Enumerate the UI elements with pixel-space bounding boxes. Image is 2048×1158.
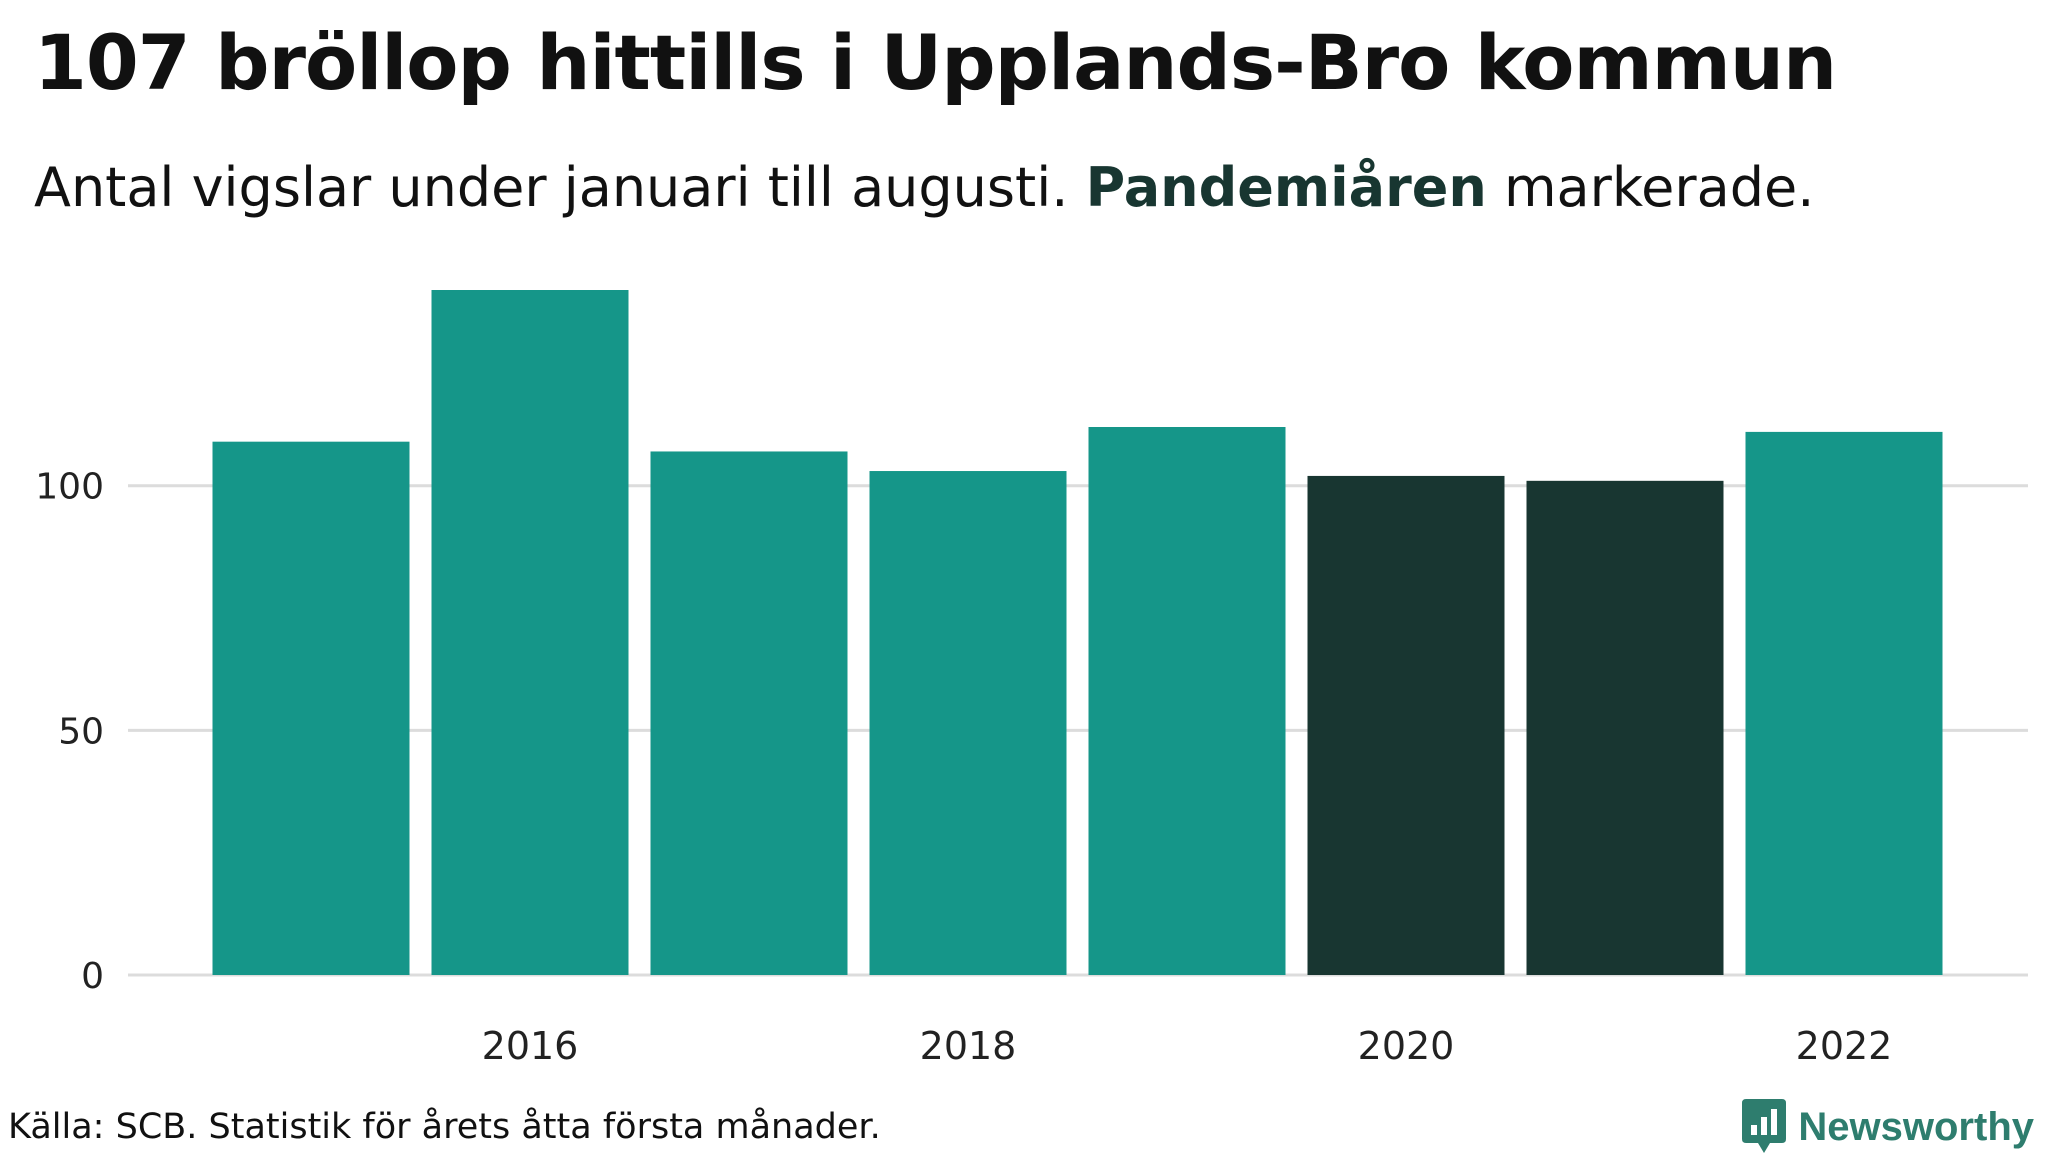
- bar-2021: [1526, 480, 1724, 975]
- y-tick-label-0: 0: [81, 956, 104, 997]
- source-note: Källa: SCB. Statistik för årets åtta för…: [8, 1107, 881, 1147]
- grid-lines: [128, 484, 2028, 977]
- bar-2019: [1088, 427, 1286, 975]
- newsworthy-logo: Newsworthy: [1742, 1096, 2034, 1158]
- bar-2017: [650, 451, 848, 975]
- bar-2016: [431, 290, 629, 975]
- y-axis-ticks: 0 50 100: [35, 467, 104, 997]
- bar-chart-icon: [1742, 1099, 1787, 1153]
- x-tick-label-2022: 2022: [1796, 1024, 1893, 1068]
- x-tick-label-2016: 2016: [482, 1024, 579, 1068]
- chart-title: 107 bröllop hittills i Upplands-Bro komm…: [34, 18, 1837, 107]
- bar-2022: [1745, 431, 1943, 976]
- bars: [212, 290, 1943, 976]
- subtitle-text-before: Antal vigslar under januari till augusti…: [34, 156, 1069, 219]
- y-tick-label-50: 50: [58, 711, 104, 752]
- bar-2020: [1307, 475, 1505, 975]
- bar-2015: [212, 441, 410, 975]
- brand-name: Newsworthy: [1798, 1104, 2034, 1149]
- y-tick-label-100: 100: [35, 467, 104, 508]
- x-axis-ticks: 2016 2018 2020 2022: [482, 1024, 1893, 1068]
- bar-2018: [869, 471, 1067, 975]
- x-tick-label-2018: 2018: [920, 1024, 1017, 1068]
- subtitle-highlight-pandemic: Pandemiåren: [1085, 156, 1487, 219]
- x-tick-label-2020: 2020: [1358, 1024, 1455, 1068]
- chart-subtitle: Antal vigslar under januari till augusti…: [34, 156, 1814, 219]
- bar-chart: 0 50 100 2016 2018 2020 2022: [35, 290, 2028, 1068]
- subtitle-text-after: markerade.: [1503, 156, 1815, 219]
